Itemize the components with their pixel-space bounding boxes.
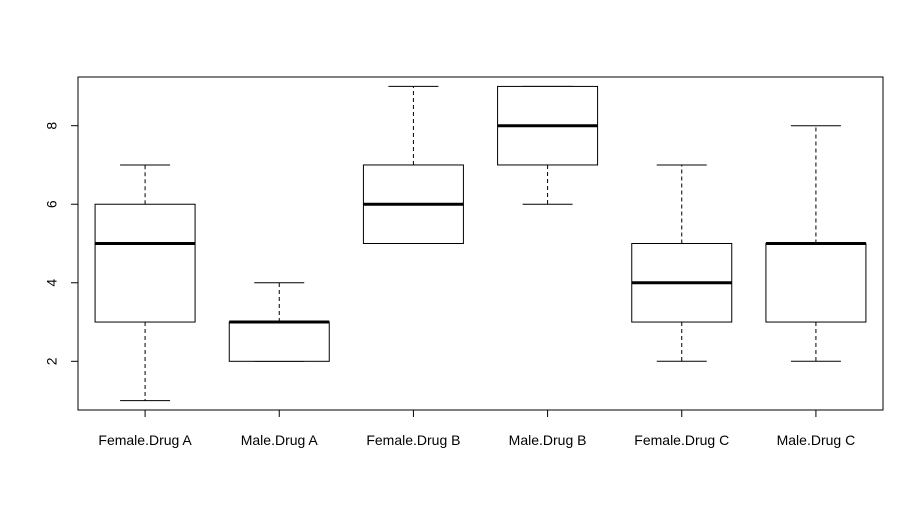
- box-Female.Drug C: [631, 164, 733, 362]
- x-tick-label: Male.Drug C: [777, 432, 856, 448]
- y-axis: 2 4 6 8: [44, 122, 79, 365]
- iqr-box: [94, 203, 196, 323]
- x-tick-label: Male.Drug A: [241, 432, 319, 448]
- x-tick-label: Male.Drug B: [509, 432, 587, 448]
- box-Male.Drug C: [765, 125, 867, 362]
- box-Male.Drug A: [228, 282, 330, 362]
- x-axis: Female.Drug A Male.Drug A Female.Drug B Mal…: [98, 409, 856, 448]
- iqr-box: [765, 243, 867, 323]
- x-tick-label: Female.Drug A: [98, 432, 192, 448]
- y-tick-label: 2: [44, 357, 60, 365]
- x-tick-label: Female.Drug C: [634, 432, 729, 448]
- iqr-box: [228, 321, 330, 362]
- box-Female.Drug B: [362, 85, 464, 244]
- y-tick-label: 4: [44, 279, 60, 287]
- y-tick-label: 6: [44, 200, 60, 208]
- y-tick-label: 8: [44, 122, 60, 130]
- box-Female.Drug A: [94, 164, 196, 402]
- x-tick-label: Female.Drug B: [366, 432, 460, 448]
- plot-frame: [77, 76, 884, 411]
- box-Male.Drug B: [497, 85, 599, 205]
- boxes-group: [94, 85, 867, 402]
